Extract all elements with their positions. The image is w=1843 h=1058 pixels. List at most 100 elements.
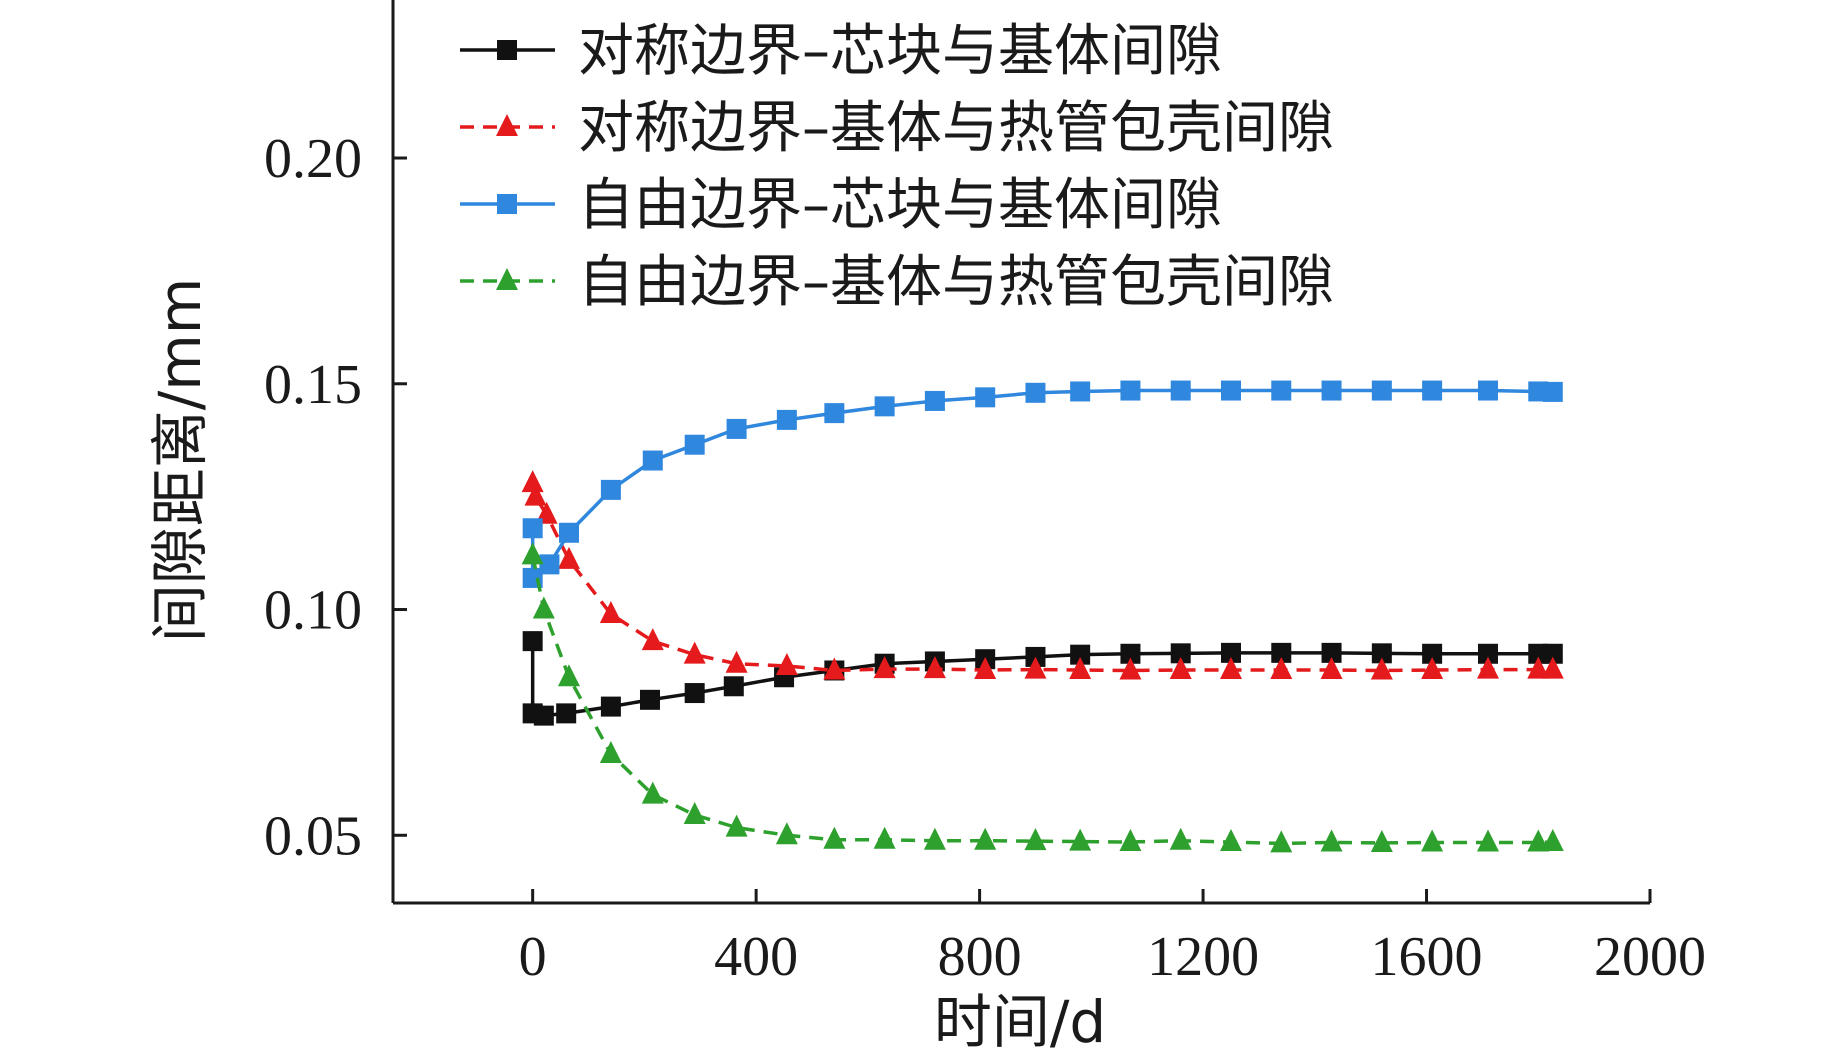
data-point xyxy=(532,596,555,619)
data-point xyxy=(824,403,845,424)
legend: 对称边界–芯块与基体间隙对称边界–基体与热管包壳间隙自由边界–芯块与基体间隙自由… xyxy=(460,19,1334,315)
data-point xyxy=(1170,643,1191,664)
data-point xyxy=(1476,829,1499,852)
data-point xyxy=(1069,657,1092,680)
data-point xyxy=(641,781,664,804)
data-point xyxy=(1527,656,1550,679)
data-point xyxy=(1422,643,1443,664)
data-point xyxy=(1477,380,1498,401)
data-point xyxy=(1541,829,1564,852)
data-point xyxy=(974,827,997,850)
data-point xyxy=(1069,828,1092,851)
data-point xyxy=(521,470,544,493)
data-point xyxy=(1371,643,1392,664)
data-point xyxy=(1542,643,1563,664)
data-point xyxy=(823,657,846,680)
data-point xyxy=(725,814,748,837)
data-point xyxy=(1476,656,1499,679)
data-point xyxy=(642,450,663,471)
data-point xyxy=(639,689,660,710)
y-tick-label: 0.10 xyxy=(264,580,362,642)
data-point xyxy=(775,652,798,675)
data-point xyxy=(1321,642,1342,663)
data-point xyxy=(1421,657,1444,680)
data-point xyxy=(683,801,706,824)
data-point xyxy=(1542,381,1563,402)
data-point xyxy=(600,696,621,717)
data-point xyxy=(1421,829,1444,852)
series-line xyxy=(530,554,1553,846)
x-tick-label: 1600 xyxy=(1371,926,1483,988)
data-point xyxy=(1370,829,1393,852)
data-point xyxy=(1169,827,1192,850)
data-point xyxy=(521,542,544,565)
legend-item: 自由边界–基体与热管包壳间隙 xyxy=(460,250,1334,315)
data-point xyxy=(1541,656,1564,679)
data-point xyxy=(600,479,621,500)
data-point xyxy=(539,554,560,575)
data-point xyxy=(533,705,554,726)
data-point xyxy=(1220,657,1242,680)
ticks: 0 400 800 1200 1600 2000 0.05 0.10 0.15 0.20 xyxy=(264,128,1706,988)
x-tick-label: 400 xyxy=(714,926,798,988)
data-point xyxy=(874,396,895,417)
data-point xyxy=(558,522,579,543)
legend-marker xyxy=(497,40,517,60)
data-point xyxy=(1477,643,1498,664)
data-point xyxy=(1370,657,1393,680)
data-point xyxy=(1271,642,1292,663)
data-point xyxy=(557,546,580,569)
series-line xyxy=(530,388,1553,580)
data-point xyxy=(1320,829,1343,852)
data-point xyxy=(1070,644,1091,665)
series xyxy=(521,380,1564,853)
data-point xyxy=(975,387,996,408)
data-point xyxy=(1170,380,1191,401)
data-point xyxy=(1221,380,1241,401)
data-point xyxy=(684,434,705,455)
data-point xyxy=(1371,380,1392,401)
data-point xyxy=(775,822,798,845)
data-point xyxy=(599,741,622,764)
x-tick-label: 0 xyxy=(519,926,547,988)
data-point xyxy=(725,650,748,673)
data-point xyxy=(1271,380,1292,401)
x-axis-title: 时间/d xyxy=(934,988,1106,1056)
data-point xyxy=(522,518,543,539)
y-axis-title: 间隙距离/mm xyxy=(146,278,214,643)
data-point xyxy=(1320,657,1343,680)
legend-marker xyxy=(497,194,517,214)
data-point xyxy=(873,826,896,849)
legend-item: 对称边界–芯块与基体间隙 xyxy=(460,19,1222,84)
data-point xyxy=(726,418,747,439)
legend-marker xyxy=(496,268,518,290)
data-point xyxy=(873,656,896,679)
data-point xyxy=(776,409,797,430)
data-point xyxy=(923,656,946,679)
legend-label: 自由边界–基体与热管包壳间隙 xyxy=(578,250,1334,315)
axes xyxy=(391,0,1650,905)
data-point xyxy=(683,641,706,664)
data-point xyxy=(1024,828,1047,851)
legend-label: 对称边界–芯块与基体间隙 xyxy=(578,19,1222,84)
legend-marker xyxy=(496,114,518,136)
y-tick-label: 0.05 xyxy=(264,805,362,867)
data-point xyxy=(924,390,945,411)
data-point xyxy=(1119,657,1142,680)
series-3 xyxy=(522,380,1563,588)
data-point xyxy=(723,676,744,697)
y-tick-label: 0.15 xyxy=(264,354,362,416)
series-line xyxy=(530,482,1553,673)
data-point xyxy=(557,664,580,687)
data-point xyxy=(1120,380,1141,401)
data-point xyxy=(1169,657,1192,680)
series-4 xyxy=(521,542,1564,853)
x-tick-label: 2000 xyxy=(1594,926,1706,988)
data-point xyxy=(1270,657,1293,680)
data-point xyxy=(1024,656,1047,679)
legend-label: 自由边界–芯块与基体间隙 xyxy=(578,173,1222,238)
data-point xyxy=(641,628,664,651)
data-point xyxy=(524,483,547,506)
data-point xyxy=(684,683,705,704)
data-point xyxy=(522,631,543,652)
